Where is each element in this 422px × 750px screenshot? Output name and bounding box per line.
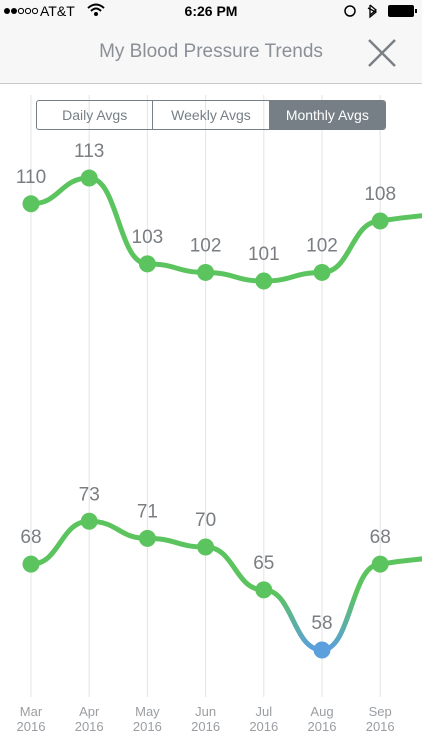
segmented-control: Daily Avgs Weekly Avgs Monthly Avgs xyxy=(36,100,386,130)
data-label: 113 xyxy=(74,141,104,162)
data-label: 71 xyxy=(137,501,158,522)
data-point xyxy=(197,263,215,281)
x-tick-label: Aug 2016 xyxy=(307,704,337,734)
data-point xyxy=(313,263,331,281)
data-point xyxy=(197,538,215,556)
data-label: 110 xyxy=(16,167,46,188)
tab[interactable]: Weekly Avgs xyxy=(153,101,270,129)
data-point xyxy=(138,255,156,273)
data-point xyxy=(22,195,40,213)
data-label: 103 xyxy=(132,227,164,248)
data-label: 102 xyxy=(190,235,222,256)
data-label: 68 xyxy=(370,527,391,548)
data-point xyxy=(80,512,98,530)
data-label: 101 xyxy=(248,244,280,265)
data-point xyxy=(371,555,389,573)
carrier: AT&T xyxy=(40,3,75,19)
status-bar: AT&T 6:26 PM xyxy=(0,0,422,22)
data-label: 65 xyxy=(253,553,274,574)
tab[interactable]: Monthly Avgs xyxy=(269,101,385,129)
x-tick-label: Mar 2016 xyxy=(16,704,46,734)
nav-title: My Blood Pressure Trends xyxy=(99,41,323,62)
data-point xyxy=(255,272,273,290)
data-point xyxy=(371,212,389,230)
close-button[interactable] xyxy=(367,38,397,68)
data-point xyxy=(255,581,273,599)
x-tick-label: May 2016 xyxy=(132,704,162,734)
data-point xyxy=(80,169,98,187)
wifi-icon xyxy=(87,3,105,16)
x-tick-label: Jul 2016 xyxy=(249,704,279,734)
data-point xyxy=(313,641,331,659)
data-point xyxy=(138,529,156,547)
data-label: 68 xyxy=(20,527,41,548)
status-icons xyxy=(344,4,417,19)
x-tick-label: Apr 2016 xyxy=(74,704,104,734)
x-tick-label: Jun 2016 xyxy=(191,704,221,734)
data-point xyxy=(22,555,40,573)
signal xyxy=(4,7,39,15)
data-label: 102 xyxy=(306,235,338,256)
tab[interactable]: Daily Avgs xyxy=(37,101,154,129)
clock: 6:26 PM xyxy=(184,3,238,19)
data-label: 58 xyxy=(311,613,332,634)
x-tick-label: Sep 2016 xyxy=(365,704,395,734)
data-label: 70 xyxy=(195,510,216,531)
nav-bar: My Blood Pressure Trends xyxy=(0,22,422,84)
data-label: 108 xyxy=(364,184,396,205)
data-label: 73 xyxy=(79,484,100,505)
